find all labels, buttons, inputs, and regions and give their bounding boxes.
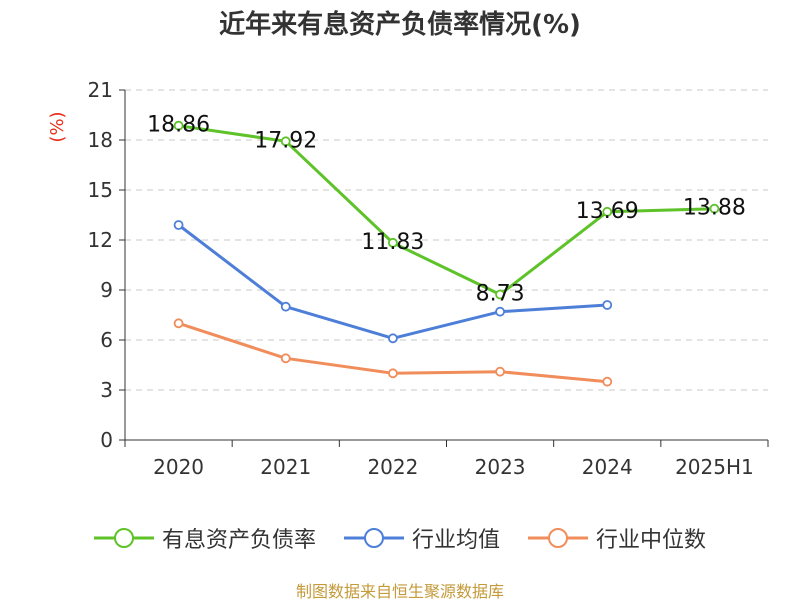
data-label: 8.73 (476, 282, 525, 307)
y-tick-label: 6 (100, 328, 113, 352)
data-point (173, 120, 184, 131)
x-tick-label: 2024 (582, 455, 633, 479)
data-label: 18.86 (147, 113, 210, 138)
legend-swatch (343, 528, 404, 548)
tick-labels: 0 3 6 9 12 15 18 21 2020 2021 2022 2023 2024 2025H1 (88, 78, 754, 479)
x-tick-label: 2025H1 (675, 455, 754, 479)
y-tick-label: 12 (88, 228, 113, 252)
data-point (495, 289, 505, 300)
legend-label: 有息资产负债率 (161, 528, 316, 553)
data-label: 17.92 (254, 128, 317, 153)
data-label: 13.69 (576, 199, 639, 224)
legend-item-3[interactable]: 行业中位数 (528, 522, 706, 554)
y-tick-label: 18 (88, 128, 113, 152)
data-point (602, 300, 613, 310)
x-tick-label: 2022 (367, 455, 418, 479)
data-point (388, 237, 398, 248)
data-point (280, 301, 291, 312)
data-point (173, 318, 184, 329)
legend-item-2[interactable]: 行业均值 (343, 522, 500, 554)
data-point (602, 376, 613, 387)
data-point (280, 353, 291, 364)
source-note: 制图数据来自恒生聚源数据库 (295, 582, 504, 601)
series-layer (173, 120, 720, 387)
y-axis-label: (%) (47, 111, 68, 142)
series-line-1 (178, 124, 715, 296)
legend-label: 行业中位数 (596, 528, 707, 553)
data-point (709, 203, 720, 214)
chart-title: 近年来有息资产负债率情况(%) (219, 10, 581, 40)
data-point (388, 368, 398, 379)
x-tick-label: 2021 (260, 455, 311, 479)
grid-lines (125, 89, 768, 391)
y-tick-label: 3 (100, 378, 113, 402)
y-tick-label: 9 (100, 278, 113, 302)
data-label: 13.88 (683, 196, 746, 221)
legend-swatch (528, 528, 588, 548)
y-tick-label: 21 (88, 78, 113, 102)
axes (119, 89, 769, 447)
data-point (280, 136, 291, 147)
data-label: 11.83 (361, 230, 424, 255)
legend-label: 行业均值 (411, 528, 500, 553)
y-tick-label: 0 (100, 428, 113, 452)
data-point (495, 306, 505, 317)
legend: 有息资产负债率 行业均值 行业中位数 (0, 520, 800, 556)
data-labels: 18.86 17.92 11.83 8.73 13.69 13.88 (147, 113, 746, 307)
x-tick-label: 2020 (153, 455, 204, 479)
data-point (173, 220, 184, 230)
legend-swatch (93, 528, 154, 548)
x-tick-label: 2023 (475, 455, 526, 479)
y-tick-label: 15 (88, 178, 113, 202)
data-point (388, 333, 398, 344)
data-point (602, 206, 613, 217)
data-point (495, 366, 505, 377)
legend-item-1[interactable]: 有息资产负债率 (93, 522, 316, 554)
